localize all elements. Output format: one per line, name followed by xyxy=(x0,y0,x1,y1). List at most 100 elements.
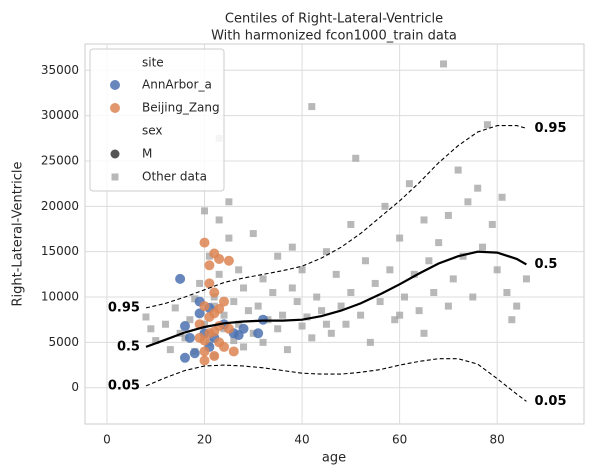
point xyxy=(405,180,413,188)
point xyxy=(199,237,210,248)
centile-line xyxy=(145,125,527,309)
point xyxy=(396,311,404,319)
point xyxy=(279,311,287,319)
centile-label: 0.05 xyxy=(534,394,566,409)
point xyxy=(322,320,330,328)
point xyxy=(199,335,210,346)
point xyxy=(274,252,282,260)
point xyxy=(391,316,399,324)
point xyxy=(220,311,228,319)
point xyxy=(147,325,155,333)
point xyxy=(209,326,220,337)
point xyxy=(209,287,220,298)
point xyxy=(410,270,418,278)
point xyxy=(396,234,404,242)
point xyxy=(235,266,243,274)
point xyxy=(191,295,199,303)
point xyxy=(199,301,210,312)
point xyxy=(503,288,511,296)
point xyxy=(253,328,264,339)
centile-label: 0.95 xyxy=(534,121,566,136)
point xyxy=(228,346,239,357)
y-tick-label: 5000 xyxy=(48,335,79,349)
point xyxy=(199,355,210,366)
point xyxy=(522,275,530,283)
chart-title: Centiles of Right-Lateral-Ventricle xyxy=(225,12,443,27)
point xyxy=(483,121,491,129)
point xyxy=(474,184,482,192)
y-tick-label: 15000 xyxy=(41,244,79,258)
point xyxy=(142,313,150,321)
point xyxy=(199,346,210,357)
point xyxy=(269,288,277,296)
x-tick-label: 80 xyxy=(490,433,505,447)
point xyxy=(464,198,472,206)
y-tick-label: 30000 xyxy=(41,108,79,122)
centile-label: 0.5 xyxy=(117,339,140,354)
point xyxy=(274,325,282,333)
point xyxy=(235,320,243,328)
point xyxy=(214,253,225,264)
point xyxy=(425,257,433,265)
point xyxy=(435,239,443,247)
point xyxy=(230,298,238,306)
point xyxy=(240,343,248,351)
y-tick-label: 35000 xyxy=(41,63,79,77)
point xyxy=(308,103,316,111)
x-tick-label: 40 xyxy=(294,433,309,447)
point xyxy=(327,329,335,337)
point xyxy=(313,293,321,301)
legend-title: sex xyxy=(142,124,163,138)
point xyxy=(210,302,218,310)
marks: 0.95 0.95 0.5 0.5 0.05 0.05 xyxy=(108,60,567,409)
point xyxy=(283,346,291,354)
point xyxy=(244,307,252,315)
point xyxy=(420,329,428,337)
point xyxy=(347,288,355,296)
point xyxy=(420,216,428,224)
point xyxy=(161,320,169,328)
point xyxy=(204,311,215,322)
point xyxy=(381,202,389,210)
point xyxy=(493,266,501,274)
point xyxy=(361,257,369,265)
centile-label: 0.5 xyxy=(534,257,557,272)
point xyxy=(298,266,306,274)
centile-label: 0.95 xyxy=(108,300,140,315)
point xyxy=(444,211,452,219)
legend-label: Beijing_Zang xyxy=(142,101,220,115)
centile-line xyxy=(145,358,527,402)
legend-label: Other data xyxy=(142,170,207,184)
point xyxy=(366,338,374,346)
point xyxy=(189,348,200,359)
legend-marker xyxy=(111,173,119,181)
point xyxy=(259,338,267,346)
point xyxy=(209,350,220,361)
y-tick-label: 0 xyxy=(71,380,79,394)
point xyxy=(249,230,257,238)
point xyxy=(376,298,384,306)
point xyxy=(357,311,365,319)
legend-marker xyxy=(110,80,120,90)
point xyxy=(196,279,204,287)
point xyxy=(479,243,487,251)
legend-title: site xyxy=(142,56,164,70)
point xyxy=(179,321,190,332)
point xyxy=(440,60,448,68)
legend-label: M xyxy=(142,147,152,161)
x-tick-label: 0 xyxy=(103,433,111,447)
point xyxy=(288,284,296,292)
point xyxy=(223,255,234,266)
point xyxy=(205,252,213,260)
point xyxy=(371,279,379,287)
point xyxy=(214,303,225,314)
point xyxy=(259,275,267,283)
point xyxy=(347,220,355,228)
point xyxy=(240,284,248,292)
point xyxy=(184,332,195,343)
point xyxy=(318,307,326,315)
point xyxy=(444,302,452,310)
centile-label: 0.05 xyxy=(108,378,140,393)
point xyxy=(298,322,306,330)
point xyxy=(230,337,238,345)
